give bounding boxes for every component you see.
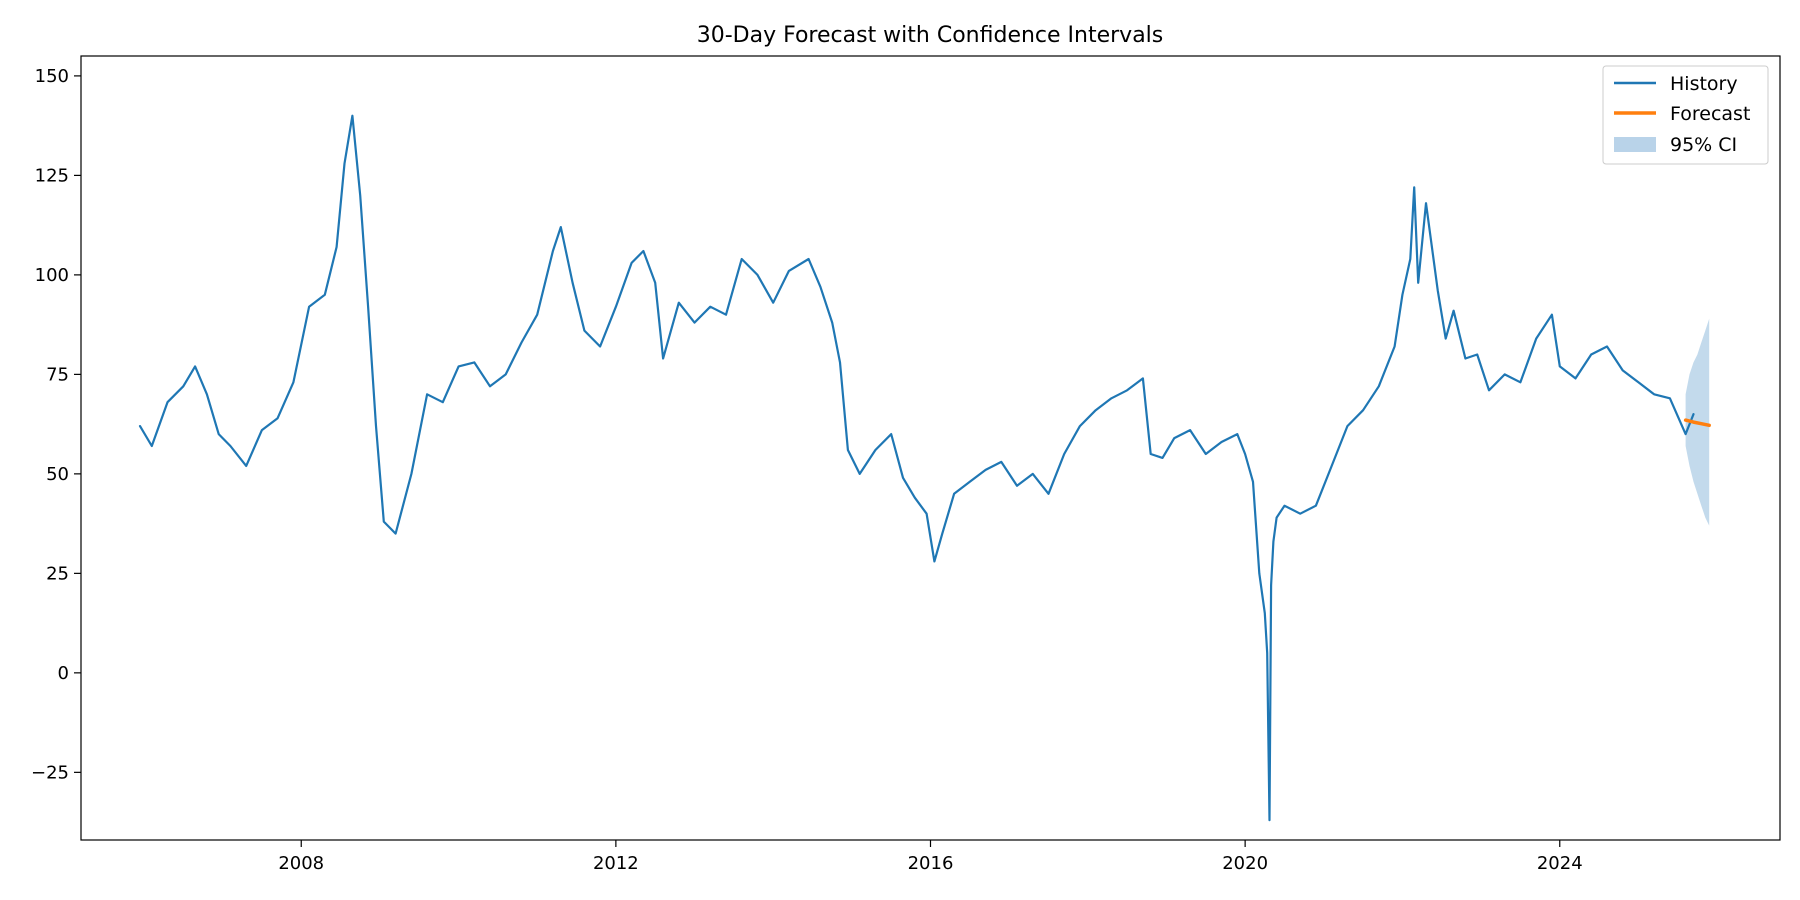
- x-tick-label: 2024: [1537, 853, 1583, 874]
- y-tick-label: 75: [46, 364, 69, 385]
- y-tick-label: 25: [46, 563, 69, 584]
- chart-title: 30-Day Forecast with Confidence Interval…: [697, 23, 1164, 48]
- y-tick-label: 100: [35, 265, 69, 286]
- forecast-line: [1683, 418, 1711, 428]
- y-tick-label: 50: [46, 464, 69, 485]
- history-line: [138, 114, 1695, 822]
- axes: 150 125 100 75 50 25 0 −25 2008 2012 2016 2020 2024: [31, 66, 1583, 874]
- plot-area: [138, 114, 1711, 822]
- x-tick-label: 2020: [1222, 853, 1268, 874]
- x-tick-label: 2016: [908, 853, 954, 874]
- y-tick-label: 0: [58, 663, 69, 684]
- legend-history-label: History: [1670, 73, 1738, 95]
- legend: History Forecast 95% CI: [1602, 65, 1769, 165]
- legend-ci-swatch: [1614, 137, 1656, 152]
- y-tick-label: 125: [35, 165, 69, 186]
- y-tick-label: 150: [35, 66, 69, 87]
- x-tick-label: 2008: [278, 853, 324, 874]
- y-tick-label: −25: [31, 762, 69, 783]
- legend-ci-label: 95% CI: [1670, 134, 1737, 156]
- legend-forecast-label: Forecast: [1670, 103, 1750, 125]
- x-tick-label: 2012: [593, 853, 639, 874]
